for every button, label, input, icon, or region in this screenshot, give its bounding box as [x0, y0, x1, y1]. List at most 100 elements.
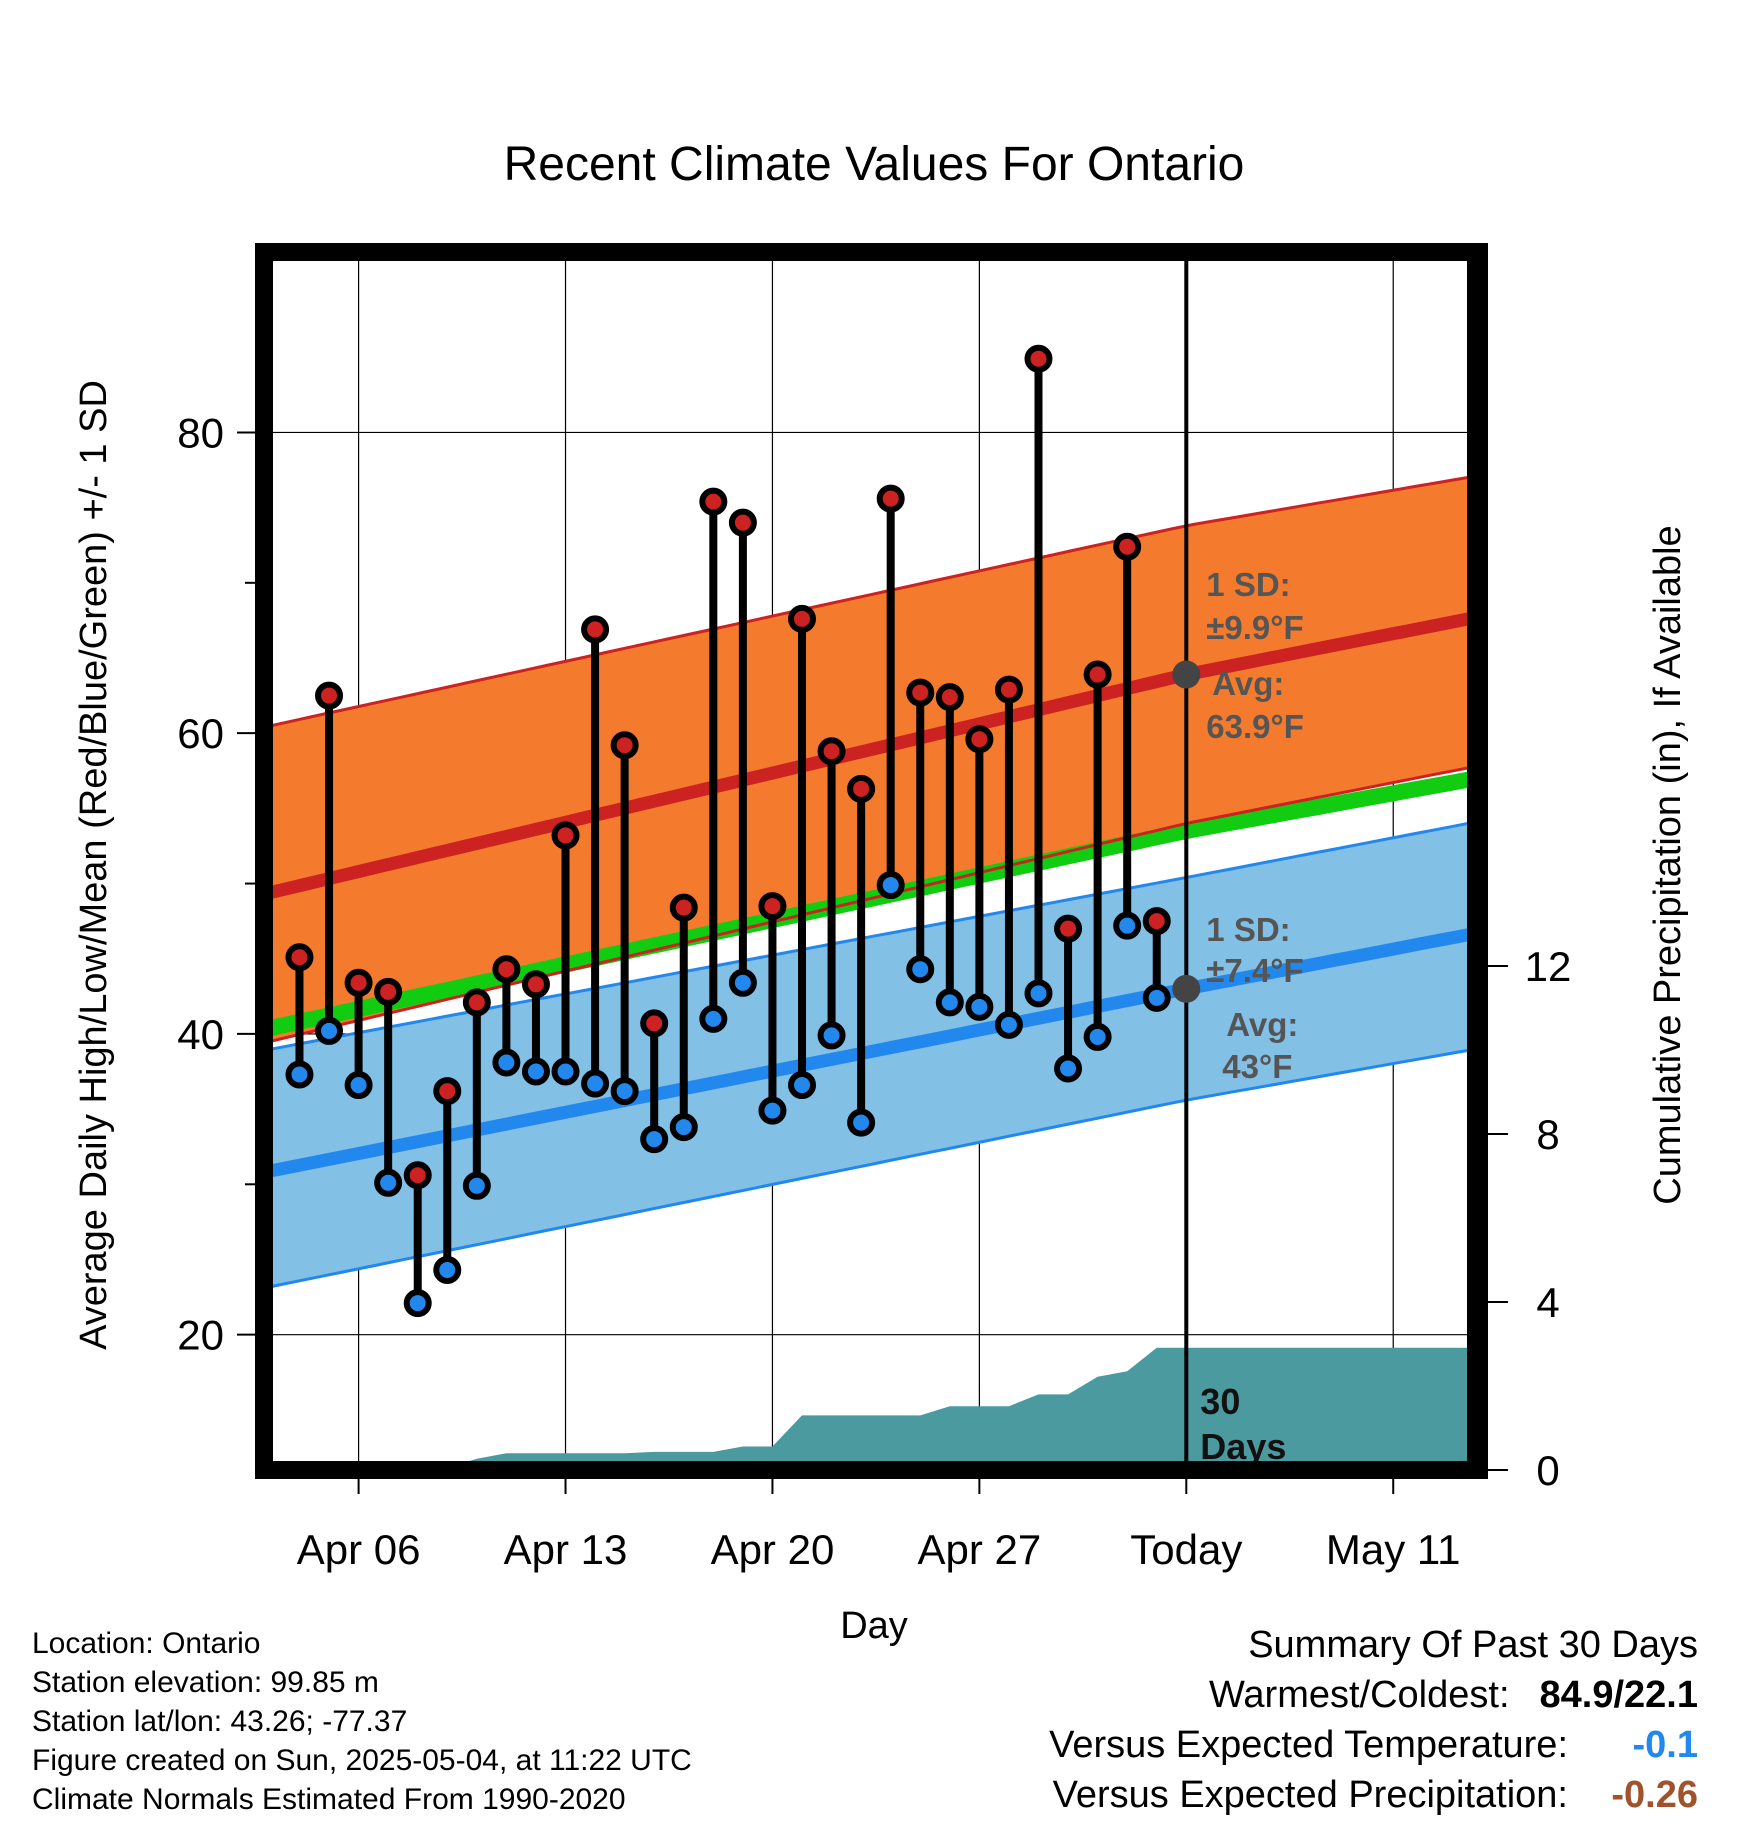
- low-point: [1083, 1022, 1112, 1051]
- low-point: [1113, 911, 1142, 940]
- high-point: [935, 683, 964, 712]
- summary-panel: Summary Of Past 30 Days Warmest/Coldest:…: [1049, 1620, 1698, 1820]
- high-point: [1054, 914, 1083, 943]
- high-point: [1024, 344, 1053, 373]
- high-normal-line: [262, 611, 1478, 901]
- low-point: [521, 1057, 550, 1086]
- high-point: [521, 970, 550, 999]
- high-point: [847, 774, 876, 803]
- high-point: [1113, 532, 1142, 561]
- low-point: [758, 1096, 787, 1125]
- low-point: [1142, 983, 1171, 1012]
- temp-label: Versus Expected Temperature:: [1049, 1724, 1568, 1766]
- high-point: [699, 487, 728, 516]
- high-point: [758, 892, 787, 921]
- normals-text: Climate Normals Estimated From 1990-2020: [32, 1783, 626, 1816]
- low-point: [492, 1048, 521, 1077]
- low-point: [315, 1016, 344, 1045]
- high-point: [551, 821, 580, 850]
- high-band-upper-edge: [263, 474, 1477, 729]
- summary-heading: Summary Of Past 30 Days: [1248, 1624, 1698, 1666]
- high-point: [315, 681, 344, 710]
- low-sd-label: 1 SD:: [1206, 911, 1290, 948]
- high-sd-value: ±9.9°F: [1206, 609, 1303, 646]
- high-point: [876, 484, 905, 513]
- high-point: [906, 678, 935, 707]
- low-point: [935, 988, 964, 1017]
- low-normal-line: [262, 926, 1478, 1179]
- high-point: [965, 725, 994, 754]
- low-point: [965, 992, 994, 1021]
- high-point: [285, 943, 314, 972]
- y2-tick-label: 4: [1536, 1279, 1559, 1326]
- high-point: [433, 1077, 462, 1106]
- precip-label: Versus Expected Precipitation:: [1052, 1774, 1568, 1816]
- warm-cold-value: 84.9/22.1: [1539, 1674, 1698, 1716]
- created-text: Figure created on Sun, 2025-05-04, at 11…: [32, 1744, 692, 1777]
- y2-tick-label: 12: [1525, 943, 1572, 990]
- high-point: [817, 737, 846, 766]
- y-tick-label: 60: [177, 710, 224, 757]
- low-point: [1024, 979, 1053, 1008]
- low-point: [1054, 1054, 1083, 1083]
- x-tick-label: Apr 13: [504, 1526, 628, 1573]
- high-point: [492, 955, 521, 984]
- high-point: [640, 1009, 669, 1038]
- low-sd-value: ±7.4°F: [1206, 952, 1303, 989]
- days-label-number: 30: [1200, 1381, 1240, 1422]
- low-point: [344, 1071, 373, 1100]
- plot-area: 1 SD: ±9.9°F Avg: 63.9°F 1 SD: ±7.4°F Avg: 43°F…: [177, 243, 1571, 1573]
- station-info: Location: Ontario Station elevation: 99.…: [32, 1624, 692, 1819]
- high-point: [994, 675, 1023, 704]
- low-point: [669, 1113, 698, 1142]
- low-point: [551, 1057, 580, 1086]
- summary-temp-row: Versus Expected Temperature: -0.1: [1049, 1720, 1698, 1770]
- summary-warm-cold-row: Warmest/Coldest: 84.9/22.1: [1049, 1670, 1698, 1720]
- low-avg-value: 43°F: [1222, 1048, 1292, 1085]
- precip-area: [269, 1347, 1476, 1470]
- high-point: [1083, 660, 1112, 689]
- low-point: [876, 871, 905, 900]
- low-point: [374, 1168, 403, 1197]
- high-avg-value: 63.9°F: [1206, 708, 1304, 745]
- location-text: Location: Ontario: [32, 1627, 261, 1660]
- high-sd-label: 1 SD:: [1206, 566, 1290, 603]
- y2-tick-label: 8: [1536, 1111, 1559, 1158]
- x-tick-label: May 11: [1326, 1526, 1461, 1573]
- low-point: [462, 1171, 491, 1200]
- y-tick-label: 40: [177, 1011, 224, 1058]
- high-point: [610, 731, 639, 760]
- y2-axis-label: Cumulative Precipitation (in), If Availa…: [1647, 525, 1689, 1204]
- x-tick-label: Apr 20: [711, 1526, 835, 1573]
- low-point: [610, 1077, 639, 1106]
- high-point: [728, 508, 757, 537]
- today-low-normal-dot: [1172, 974, 1201, 1003]
- low-point: [699, 1004, 728, 1033]
- precip-value: -0.26: [1611, 1774, 1698, 1816]
- low-point: [581, 1069, 610, 1098]
- x-tick-label: Apr 06: [297, 1526, 421, 1573]
- low-point: [817, 1021, 846, 1050]
- low-point: [640, 1125, 669, 1154]
- warm-cold-label: Warmest/Coldest:: [1208, 1674, 1510, 1716]
- low-point: [403, 1289, 432, 1318]
- x-tick-label: Apr 27: [918, 1526, 1042, 1573]
- high-point: [374, 977, 403, 1006]
- elevation-text: Station elevation: 99.85 m: [32, 1666, 379, 1699]
- high-point: [581, 615, 610, 644]
- low-point: [788, 1071, 817, 1100]
- temp-value: -0.1: [1632, 1724, 1698, 1766]
- low-avg-label: Avg:: [1226, 1006, 1298, 1043]
- y-axis-label: Average Daily High/Low/Mean (Red/Blue/Gr…: [73, 380, 115, 1350]
- low-point: [433, 1256, 462, 1285]
- summary-precip-row: Versus Expected Precipitation: -0.26: [1049, 1770, 1698, 1820]
- x-tick-label: Today: [1130, 1526, 1242, 1573]
- today-high-normal-dot: [1172, 660, 1201, 689]
- y-tick-label: 80: [177, 409, 224, 456]
- high-avg-label: Avg:: [1212, 665, 1284, 702]
- low-point: [906, 955, 935, 984]
- y2-tick-label: 0: [1536, 1447, 1559, 1494]
- y-tick-label: 20: [177, 1312, 224, 1359]
- high-point: [1142, 907, 1171, 936]
- low-point: [728, 968, 757, 997]
